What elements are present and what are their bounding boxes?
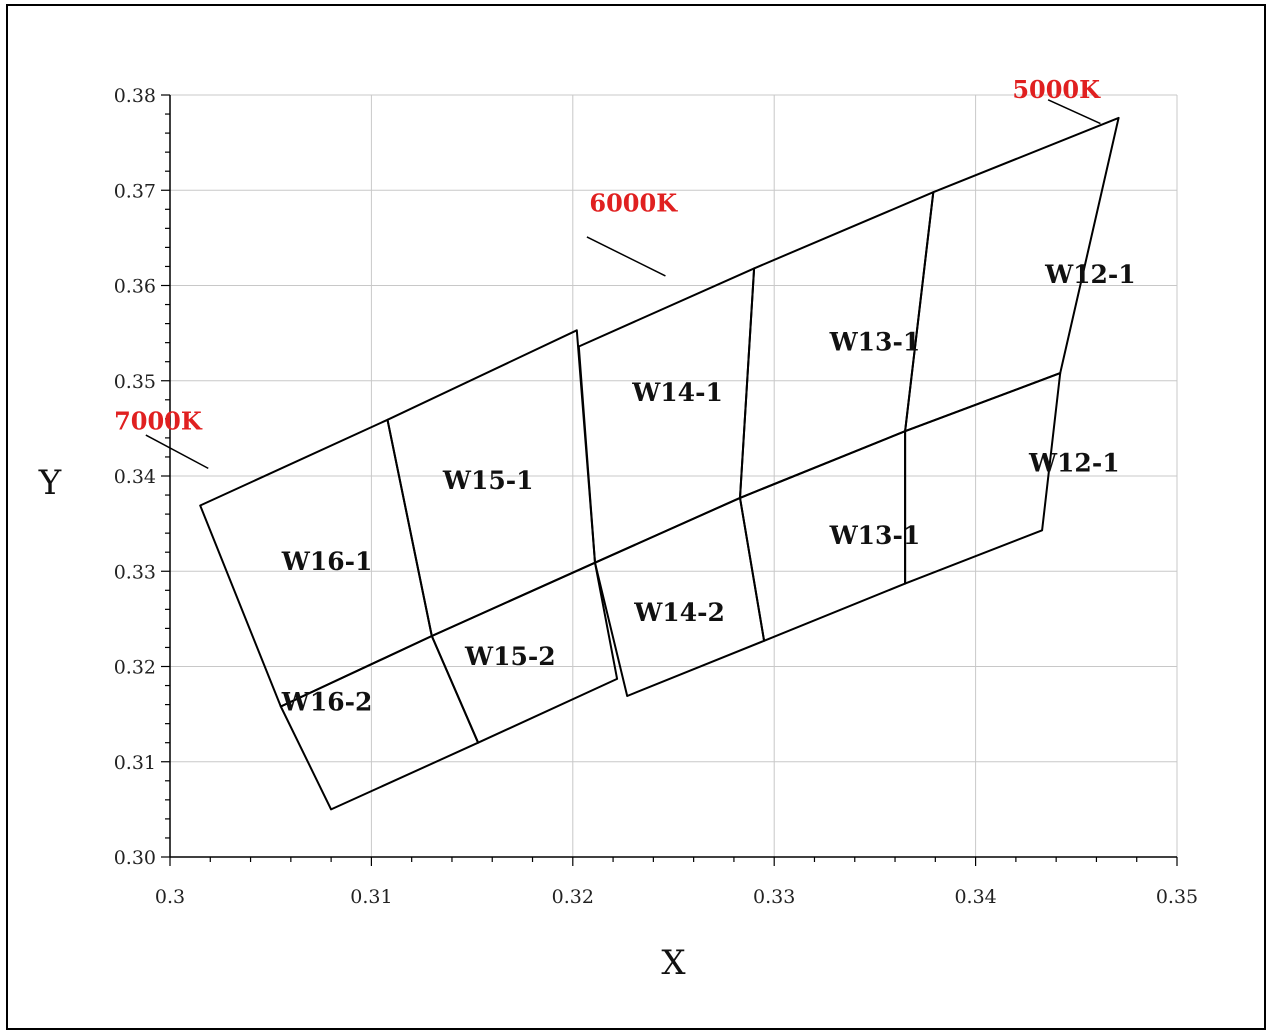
grid	[169, 94, 1178, 858]
bin-w14-1	[577, 267, 756, 564]
bin-polygons	[199, 116, 1120, 811]
chart-frame: 0.3 0.31 0.32 0.33 0.34 0.35 0.30 0.31 0.32 0.33 0…	[6, 4, 1266, 1030]
bin-w12-1	[904, 372, 1062, 585]
bin-label: W14-1	[631, 378, 723, 407]
cct-label: 6000K	[589, 189, 678, 218]
y-tick-label: 0.35	[114, 371, 156, 393]
y-tick-label: 0.31	[114, 752, 156, 774]
x-tick-label: 0.32	[552, 886, 594, 908]
x-tick-label: 0.34	[954, 886, 996, 908]
y-axis-title: Y	[38, 463, 62, 503]
bin-w15-2	[430, 561, 619, 744]
y-tick-label: 0.30	[114, 847, 156, 869]
y-tick-label: 0.37	[114, 180, 156, 202]
y-tick-label: 0.33	[114, 561, 156, 583]
cct-leader-line	[145, 434, 209, 470]
x-tick-label: 0.31	[350, 886, 392, 908]
y-tick-label: 0.32	[114, 657, 156, 679]
bin-label: W15-2	[464, 642, 556, 671]
x-tick-label: 0.35	[1156, 886, 1198, 908]
bin-label: W15-1	[442, 466, 534, 495]
bin-label: W16-1	[281, 547, 373, 576]
x-axis-title: X	[661, 943, 686, 983]
x-tick-label: 0.33	[753, 886, 795, 908]
chromaticity-bin-chart: 0.3 0.31 0.32 0.33 0.34 0.35 0.30 0.31 0.32 0.33 0…	[38, 75, 1198, 983]
y-tick-label: 0.34	[114, 466, 156, 488]
cct-label: 7000K	[114, 407, 203, 436]
axes: 0.3 0.31 0.32 0.33 0.34 0.35 0.30 0.31 0.32 0.33 0…	[114, 85, 1198, 908]
bin-label: W16-2	[281, 688, 373, 717]
bin-label: W12-1	[1044, 260, 1136, 289]
cct-leader-line	[1047, 99, 1101, 125]
labels: W16-1 W16-2 W15-1 W15-2 W14-1 W14-2 W13-1 W13-1…	[114, 75, 1136, 717]
bin-label: W13-1	[829, 521, 921, 550]
cct-leader-line	[586, 236, 666, 277]
y-tick-label: 0.36	[114, 276, 156, 298]
bin-label: W13-1	[829, 328, 921, 357]
y-tick-label: 0.38	[114, 85, 156, 107]
bin-label: W14-2	[633, 598, 725, 627]
bin-label: W12-1	[1028, 449, 1120, 478]
cct-label: 5000K	[1012, 75, 1101, 104]
x-tick-label: 0.3	[155, 886, 185, 908]
bin-w16-2	[279, 635, 480, 811]
